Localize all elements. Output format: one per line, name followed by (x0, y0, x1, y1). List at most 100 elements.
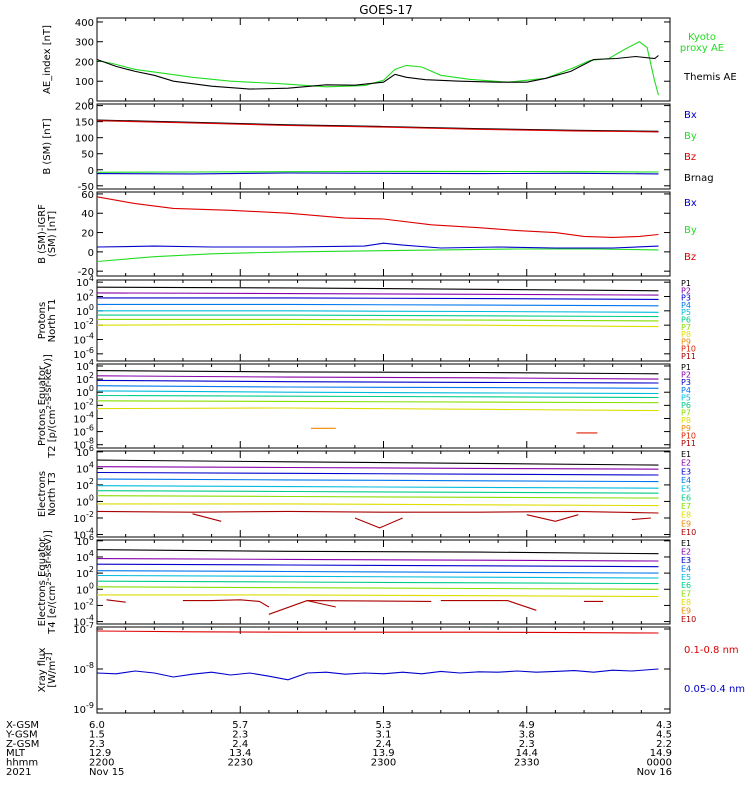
y-tick-label: 10-2 (73, 397, 94, 412)
legend-entry: P9 (681, 424, 691, 433)
legend-entry: E4 (681, 476, 691, 485)
panel-1: 400 300 200 100 0 AE_index [nT] Kyoto proxy AE T… (42, 17, 737, 108)
legend-entry: Brnag (684, 173, 714, 184)
y-tick-label: 200 (75, 102, 94, 113)
orbit-footer: X-GSMY-GSMZ-GSMMLThhmm20216.01.52.312.92… (5, 720, 672, 778)
legend-entry: E9 (681, 607, 691, 616)
y-tick-label: 300 (75, 38, 94, 49)
footer-value: 0000 (647, 758, 672, 769)
legend-entry: P2 (681, 286, 691, 295)
legend-entry: Bx (684, 110, 697, 121)
legend-entry: P7 (681, 323, 691, 332)
footer-value: 2.3 (519, 739, 535, 750)
footer-value: 14.9 (650, 748, 672, 759)
y-tick-label: 102 (76, 477, 94, 492)
legend-entry: P5 (681, 308, 691, 317)
footer-value: 12.9 (89, 748, 111, 759)
footer-value: 5.3 (376, 720, 392, 731)
y-tick-label: 100 (76, 581, 94, 596)
y-axis-label: B (SM) [nT] (42, 118, 53, 174)
series-line-8 (97, 594, 659, 598)
svg-text:Electrons: Electrons (37, 471, 48, 517)
series-line-1 (96, 459, 659, 466)
y-tick-label: 10-6 (73, 424, 94, 439)
svg-text:[W/m2]: [W/m2] (43, 652, 58, 687)
legend-entry: E6 (681, 581, 691, 590)
series-line-9 (96, 510, 659, 514)
footer-row-label: 2021 (6, 767, 31, 778)
series-line-1 (96, 196, 659, 238)
svg-text:North T3: North T3 (47, 472, 58, 516)
footer-value: 2300 (371, 758, 396, 769)
series-line-3 (96, 119, 659, 132)
legend-entry: E3 (681, 556, 691, 565)
series-line-6 (97, 314, 659, 318)
series-line-8 (96, 323, 659, 328)
legend-entry: P9 (681, 337, 691, 346)
series-line-5 (96, 390, 659, 395)
y-tick-label: 0 (88, 248, 94, 259)
footer-value: 2230 (228, 758, 253, 769)
series-line-5 (96, 485, 659, 489)
y-tick-label: 104 (76, 274, 94, 289)
legend-entry: P7 (681, 409, 691, 418)
footer-value: 2.4 (232, 739, 248, 750)
series-line-4 (96, 570, 659, 574)
legend-entry: E2 (681, 547, 691, 556)
footer-value: 2.4 (376, 739, 392, 750)
legend-entry: 0.1-0.8 nm (684, 645, 739, 656)
series-line-3 (96, 563, 659, 568)
legend-entry: P6 (681, 401, 691, 410)
y-tick-label: 10-2 (73, 510, 94, 525)
legend-entry: P3 (681, 294, 691, 303)
legend-entry: P6 (681, 316, 691, 325)
footer-value: 3.8 (519, 729, 535, 740)
legend-entry: P3 (681, 378, 691, 387)
footer-value: 2.3 (89, 739, 105, 750)
footer-value: 1.5 (89, 729, 105, 740)
footer-value: 5.7 (232, 720, 248, 731)
panel-3: 60 40 20 0 -20 B (SM)-IGRF (SM) [nT] Bx By Bz (37, 190, 697, 278)
series-line-10 (192, 513, 222, 522)
y-axis-label: Protons North T1 (37, 299, 58, 343)
legend-entry: P11 (681, 439, 696, 448)
footer-row-label: MLT (6, 748, 26, 759)
panel-frame (96, 626, 671, 714)
y-tick-label: 150 (75, 118, 94, 129)
svg-text:B (SM) [nT]: B (SM) [nT] (42, 118, 53, 174)
y-tick-label: 10-4 (73, 614, 94, 629)
footer-row-label: hhmm (6, 758, 38, 769)
svg-text:Protons: Protons (37, 302, 48, 339)
y-axis-label: Electrons Equator T4 [e/(cm2-s-sr-keV)] (37, 530, 58, 635)
y-tick-label: 10-2 (73, 597, 94, 612)
series-line-1 (96, 549, 659, 555)
series-line-2 (96, 558, 659, 562)
y-tick-label: 100 (76, 493, 94, 508)
legend-entry: P10 (681, 431, 696, 440)
footer-value: 14.4 (516, 748, 538, 759)
series-line-7 (96, 495, 659, 499)
legend-entry: P4 (681, 386, 691, 395)
legend-entry: 0.05-0.4 nm (684, 684, 745, 695)
y-tick-label: 104 (76, 358, 94, 373)
svg-text:T4 [e/(cm2-s-sr-keV)]: T4 [e/(cm2-s-sr-keV)] (43, 530, 58, 635)
legend-entry: E8 (681, 511, 691, 520)
footer-value: 6.0 (89, 720, 105, 731)
series-line-7 (97, 318, 659, 322)
footer-row-label: X-GSM (6, 720, 39, 731)
y-tick-label: 100 (76, 303, 94, 318)
footer-value: Nov 16 (637, 767, 672, 778)
legend-entry: E1 (681, 450, 691, 459)
legend-entry: E4 (681, 564, 691, 573)
legend-entry: By (684, 225, 697, 236)
series-line-1 (96, 170, 659, 173)
series-line-12 (306, 600, 336, 608)
series-line-7 (96, 586, 659, 590)
y-tick-label: 0 (88, 166, 94, 177)
legend-entry: Bz (684, 252, 696, 263)
series-line-3 (96, 379, 659, 384)
y-tick-label: 10-4 (73, 410, 94, 425)
footer-row-label: Y-GSM (5, 729, 38, 740)
legend-entry: E5 (681, 573, 691, 582)
